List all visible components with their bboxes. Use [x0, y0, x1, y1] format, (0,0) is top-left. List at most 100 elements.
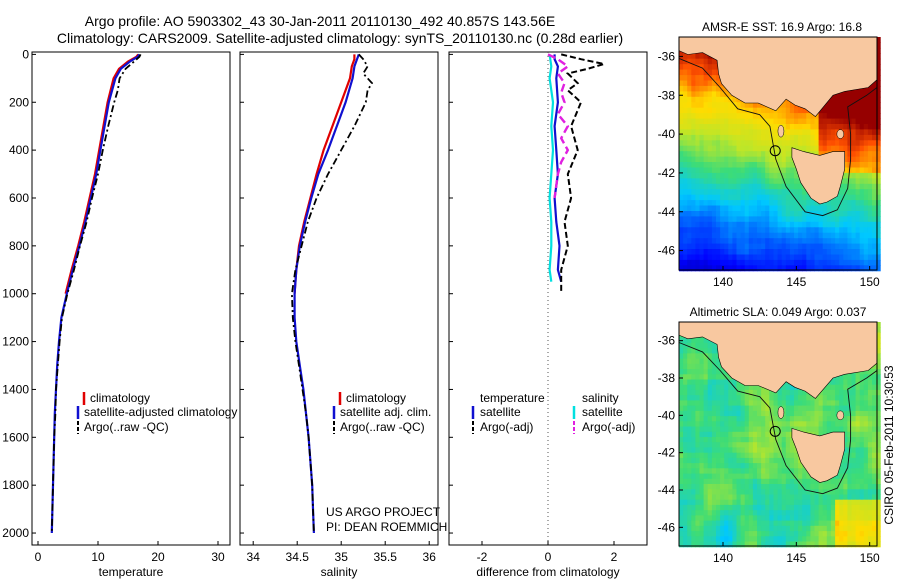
map-cell	[748, 468, 754, 475]
map-cell	[752, 211, 758, 217]
map-cell	[806, 221, 811, 228]
map-cell	[699, 379, 705, 386]
map-cell	[773, 426, 779, 433]
map-cell	[703, 389, 709, 396]
credit-line2: PI: DEAN ROEMMICH	[326, 520, 447, 534]
map-cell	[695, 172, 700, 179]
map-cell	[720, 531, 725, 537]
salinity-satellite-diff-line	[548, 54, 555, 282]
map-cell	[716, 363, 721, 370]
map-cell	[843, 426, 848, 433]
map-cell	[777, 183, 783, 190]
map-cell	[839, 216, 844, 223]
map-cell	[769, 525, 774, 532]
map-cell	[699, 457, 705, 464]
map-cell	[769, 520, 774, 527]
map-cell	[876, 374, 881, 381]
map-cell	[863, 473, 869, 480]
map-cell	[826, 211, 832, 217]
map-cell	[777, 249, 783, 255]
map-cell	[703, 216, 709, 223]
map-cell	[740, 405, 746, 412]
map-cell	[728, 167, 733, 174]
map-cell	[773, 525, 779, 532]
map-cell	[691, 384, 696, 391]
map-cell	[876, 363, 881, 370]
map-cell	[695, 265, 700, 272]
map-cell	[777, 452, 783, 459]
map-y-tick-label: -36	[658, 334, 676, 348]
map-cell	[720, 431, 725, 438]
map-cell	[707, 221, 713, 228]
map-cell	[691, 227, 696, 234]
map-cell	[752, 389, 758, 396]
map-cell	[707, 416, 713, 422]
map-cell	[789, 478, 795, 485]
map-cell	[761, 447, 766, 454]
map-cell	[687, 151, 692, 158]
map-cell	[839, 145, 844, 152]
map-cell	[707, 431, 713, 438]
map-cell	[687, 494, 692, 501]
map-cell	[810, 134, 815, 141]
map-cell	[683, 64, 688, 71]
map-cell	[769, 183, 774, 190]
map-cell	[703, 227, 709, 234]
map-cell	[720, 416, 725, 422]
map-cell	[761, 389, 766, 396]
map-cell	[711, 189, 717, 196]
map-cell	[765, 520, 770, 527]
map-cell	[757, 259, 762, 266]
map-cell	[703, 431, 709, 438]
map-cell	[679, 259, 684, 266]
map-cell	[789, 254, 795, 261]
map-cell	[703, 183, 709, 190]
map-cell	[683, 384, 688, 391]
map-cell	[855, 478, 861, 485]
map-cell	[867, 437, 873, 443]
map-cell	[732, 178, 737, 185]
map-cell	[802, 216, 807, 223]
map-cell	[695, 69, 700, 76]
map-cell	[789, 259, 795, 266]
map-cell	[785, 442, 791, 448]
y-tick-label: 800	[9, 239, 29, 253]
map-cell	[785, 489, 791, 496]
map-cell	[872, 515, 877, 522]
map-cell	[687, 140, 692, 147]
map-cell	[703, 348, 709, 354]
map-cell	[773, 421, 779, 428]
map-cell	[822, 410, 828, 417]
map-cell	[785, 520, 791, 527]
map-cell	[744, 254, 750, 261]
map-cell	[814, 395, 820, 401]
map-cell	[785, 499, 791, 506]
map-cell	[707, 400, 713, 407]
map-cell	[744, 416, 750, 422]
map-cell	[872, 254, 877, 261]
map-cell	[835, 118, 840, 125]
map-cell	[789, 400, 795, 407]
map-cell	[781, 494, 787, 501]
map-cell	[703, 102, 709, 109]
map-cell	[695, 442, 700, 448]
map-cell	[773, 405, 779, 412]
map-cell	[683, 504, 688, 511]
map-cell	[699, 484, 705, 490]
map-cell	[810, 118, 815, 125]
map-cell	[794, 515, 799, 522]
map-cell	[769, 442, 774, 448]
map-cell	[781, 211, 787, 217]
map-cell	[748, 259, 754, 266]
map-cell	[679, 178, 684, 185]
map-cell	[818, 113, 824, 120]
map-cell	[736, 400, 742, 407]
map-cell	[699, 348, 705, 354]
map-cell	[687, 431, 692, 438]
map-cell	[835, 200, 840, 207]
map-cell	[839, 389, 844, 396]
map-cell	[740, 216, 746, 223]
map-cell	[765, 478, 770, 485]
map-cell	[748, 541, 754, 548]
map-cell	[707, 410, 713, 417]
